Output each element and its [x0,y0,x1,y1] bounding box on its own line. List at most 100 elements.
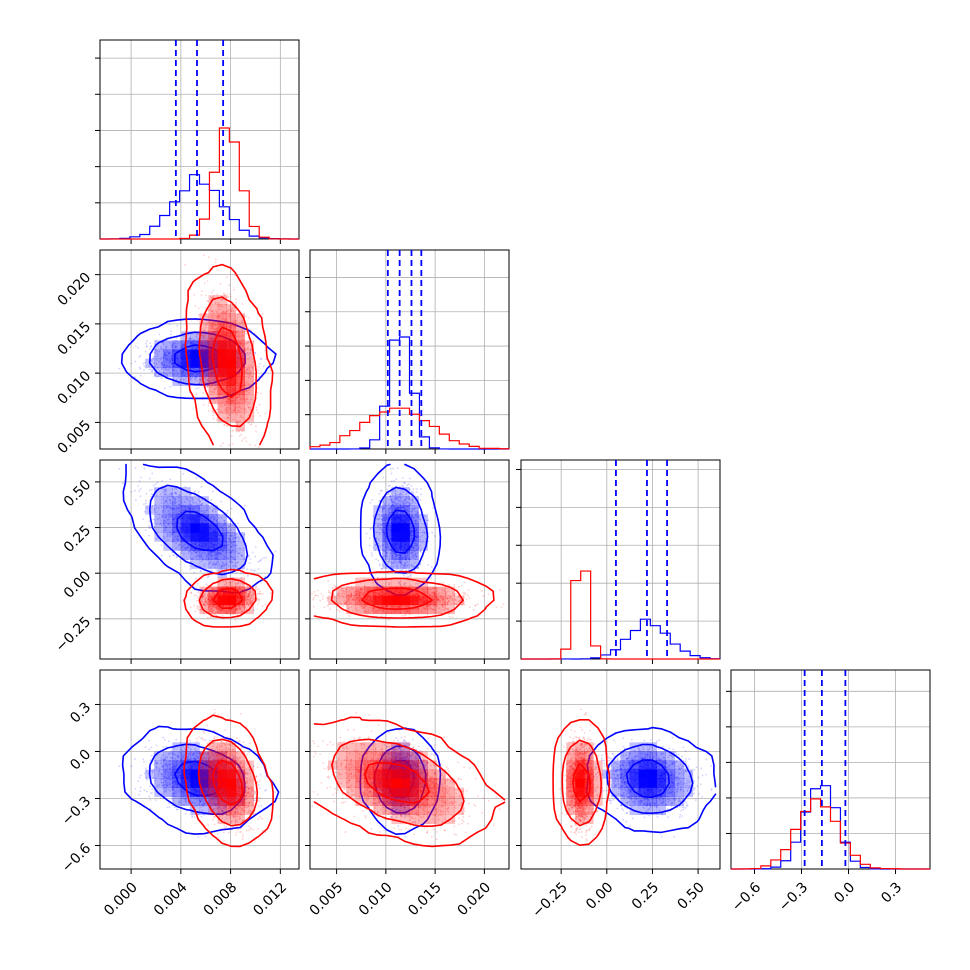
scatter-point [219,522,221,525]
scatter-point [214,607,217,610]
scatter-point [211,587,214,590]
scatter-point [220,516,223,519]
scatter-point [160,524,163,527]
scatter-point [230,435,233,437]
scatter-point [171,346,174,349]
scatter-point [207,591,210,594]
scatter-point [158,360,161,363]
scatter-point [216,570,219,572]
scatter-point [226,521,229,524]
density-cell [226,394,236,405]
density-cell [190,331,200,341]
scatter-point [213,328,216,331]
scatter-point [207,593,210,595]
scatter-point [165,526,168,529]
scatter-point [161,514,164,517]
scatter-point [205,324,208,326]
scatter-point [226,311,229,314]
scatter-point [225,563,227,565]
scatter-point [177,545,179,548]
scatter-point [200,599,202,602]
scatter-point [177,382,180,385]
scatter-point [178,503,181,506]
scatter-point [190,338,193,340]
density-cell [199,541,209,551]
scatter-point [226,581,228,584]
scatter-point [215,608,218,610]
scatter-point [203,337,206,340]
scatter-point [183,501,186,503]
scatter-point [236,555,239,558]
scatter-point [222,442,224,445]
scatter-point [230,556,233,558]
scatter-point [238,604,241,607]
scatter-point [220,565,223,567]
density-cell [208,322,218,332]
scatter-point [216,303,219,306]
scatter-point [237,561,239,563]
density-cell [199,505,209,515]
scatter-point [213,516,216,519]
scatter-point [236,332,239,335]
scatter-point [218,521,221,523]
scatter-point [222,529,225,532]
scatter-point [145,492,148,495]
scatter-point [234,585,237,587]
scatter-point [241,555,243,557]
scatter-point [150,345,153,347]
scatter-point [230,561,233,564]
density-cell [208,385,218,396]
scatter-point [189,288,192,291]
scatter-point [149,348,151,350]
density-cell [244,358,255,368]
scatter-point [215,562,218,565]
scatter-point [180,551,183,553]
scatter-point [215,587,217,589]
scatter-point [199,500,202,503]
scatter-point [245,381,248,384]
scatter-point [161,364,164,367]
scatter-point [265,556,268,559]
scatter-point [208,382,211,385]
scatter-point [225,551,228,554]
scatter-point [245,602,248,605]
scatter-point [206,379,209,382]
scatter-point [258,560,261,563]
scatter-point [250,349,252,352]
scatter-point [251,551,254,554]
scatter-point [259,357,262,360]
scatter-point [207,385,209,387]
scatter-point [155,494,158,497]
density-cell [217,340,227,350]
scatter-point [161,516,164,518]
scatter-point [172,554,175,557]
scatter-point [206,385,209,388]
scatter-point [203,369,206,371]
scatter-point [195,501,197,504]
scatter-point [230,551,233,554]
scatter-point [216,419,218,422]
scatter-point [239,547,241,550]
scatter-point [155,376,158,378]
scatter-point [236,335,239,338]
scatter-point [244,605,247,608]
density-cell [199,523,209,533]
scatter-point [244,400,247,403]
scatter-point [149,345,152,348]
scatter-point [228,538,231,540]
scatter-point [206,576,209,579]
scatter-point [249,558,252,561]
scatter-point [224,396,227,399]
scatter-point [151,488,153,491]
scatter-point [203,607,206,610]
scatter-point [211,314,213,317]
scatter-point [228,548,230,551]
density-cell [208,304,218,314]
scatter-point [235,298,238,301]
scatter-point [230,541,233,544]
panel-frame [730,669,931,870]
scatter-point [143,369,145,372]
scatter-point [199,503,202,506]
scatter-point [197,307,200,310]
scatter-point [204,604,206,607]
